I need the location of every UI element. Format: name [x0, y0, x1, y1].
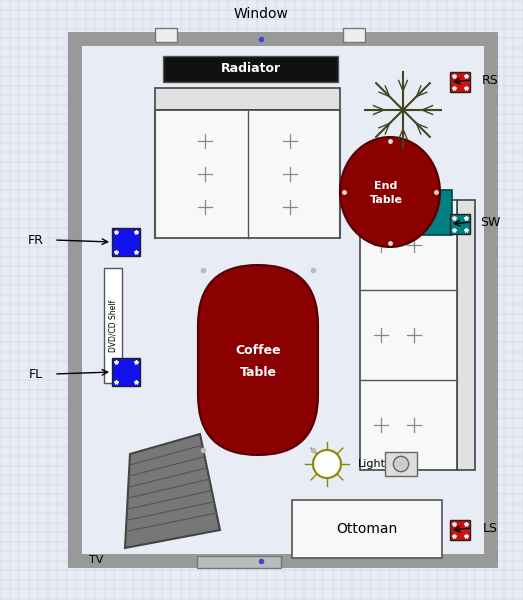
Text: TV: TV — [89, 555, 103, 565]
Text: RS: RS — [482, 73, 498, 86]
Polygon shape — [125, 434, 220, 548]
Bar — [450, 214, 470, 234]
Bar — [450, 520, 470, 540]
Bar — [155, 110, 340, 238]
Ellipse shape — [340, 137, 440, 247]
FancyBboxPatch shape — [198, 265, 318, 455]
Ellipse shape — [313, 450, 341, 478]
Bar — [104, 268, 122, 383]
Text: Coffee: Coffee — [235, 343, 281, 356]
Bar — [360, 200, 457, 470]
Bar — [197, 556, 281, 568]
Text: End: End — [374, 181, 397, 191]
Text: LS: LS — [483, 521, 497, 535]
Bar — [343, 28, 365, 42]
Bar — [155, 88, 340, 110]
Text: Table: Table — [240, 365, 277, 379]
Bar — [450, 72, 470, 92]
Bar — [112, 228, 140, 256]
Bar — [68, 32, 498, 568]
Bar — [292, 500, 442, 558]
Bar — [82, 46, 484, 554]
Text: Table: Table — [370, 195, 403, 205]
Text: SW: SW — [480, 215, 500, 229]
Bar — [385, 452, 417, 476]
Bar — [163, 56, 338, 82]
Text: Ottoman: Ottoman — [336, 522, 397, 536]
Text: FR: FR — [28, 233, 44, 247]
Text: Window: Window — [234, 7, 289, 21]
Text: FL: FL — [29, 367, 43, 380]
Text: Radiator: Radiator — [220, 62, 280, 76]
Text: DVD/CD Shelf: DVD/CD Shelf — [108, 299, 118, 352]
Bar — [112, 358, 140, 386]
Circle shape — [393, 457, 408, 472]
Bar — [457, 200, 475, 470]
Bar — [155, 28, 177, 42]
Text: Light: Light — [358, 459, 386, 469]
Bar — [410, 190, 452, 235]
